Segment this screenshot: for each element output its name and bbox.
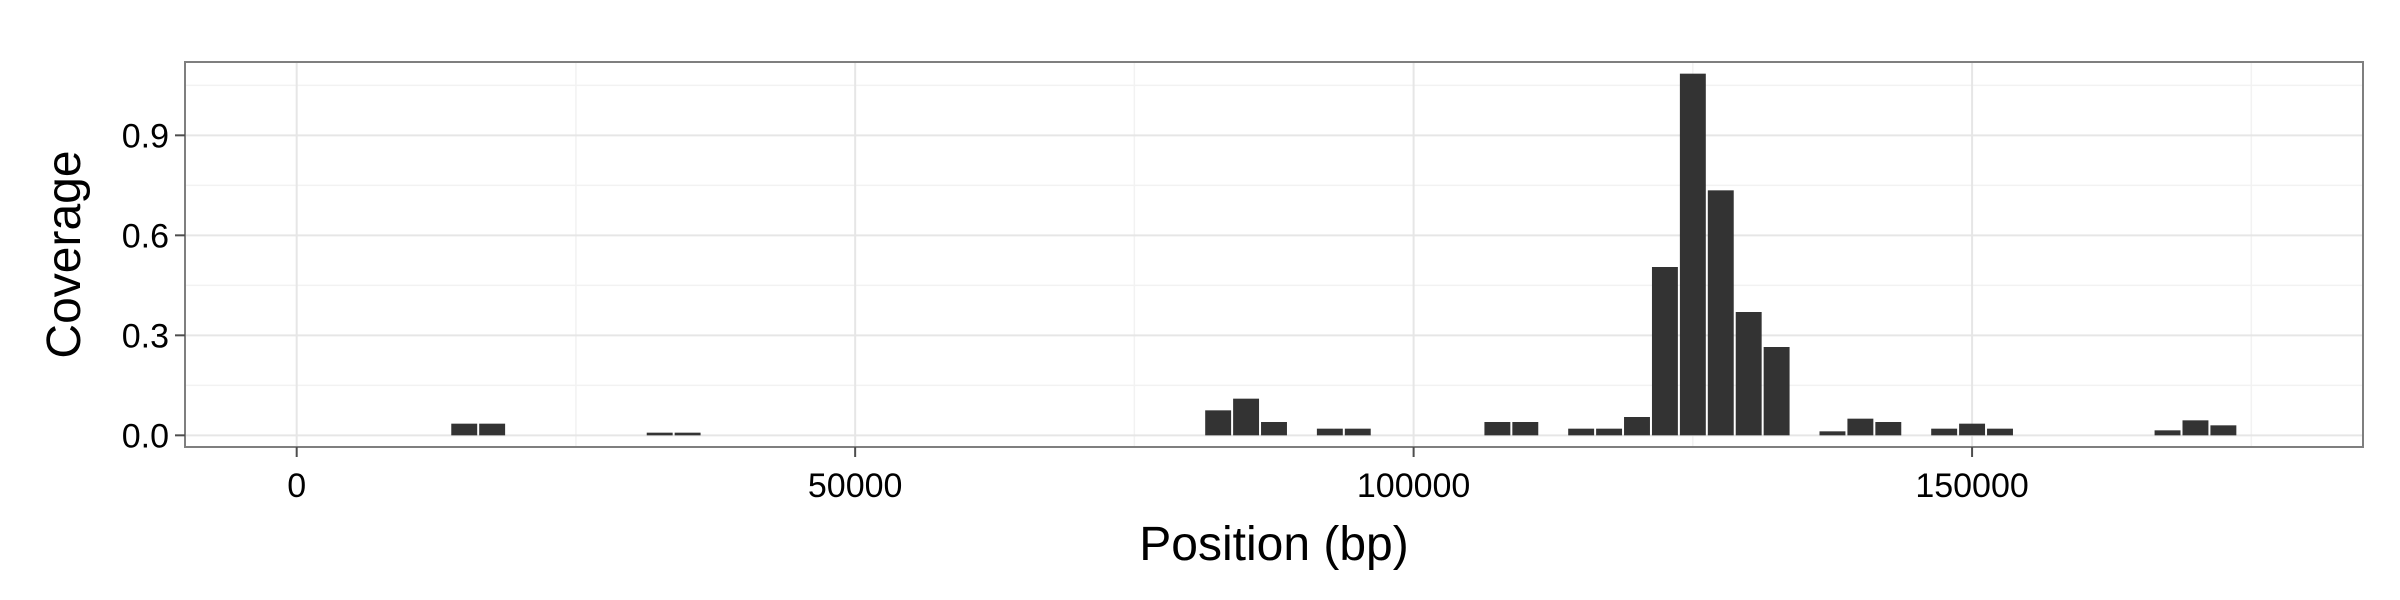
x-axis-title: Position (bp) <box>1139 518 1408 571</box>
coverage-bar <box>1233 398 1260 436</box>
x-tick-label: 100000 <box>1357 467 1470 505</box>
coverage-bar <box>1735 312 1762 436</box>
coverage-bar <box>1596 428 1623 436</box>
coverage-bar <box>646 432 673 436</box>
coverage-bar <box>1316 428 1343 436</box>
coverage-bar <box>2210 425 2237 436</box>
coverage-bar <box>451 423 478 436</box>
coverage-bar <box>1261 422 1287 436</box>
coverage-bar <box>479 423 506 436</box>
coverage-bar <box>1679 73 1706 436</box>
coverage-bar <box>1931 428 1958 436</box>
y-tick-label: 0.6 <box>122 217 169 255</box>
y-tick-label: 0.3 <box>122 317 169 355</box>
coverage-bar <box>2182 420 2209 436</box>
coverage-bar <box>2154 430 2181 436</box>
coverage-bar <box>1484 422 1511 436</box>
minor-gridlines <box>185 62 2363 447</box>
major-gridlines <box>185 62 2363 447</box>
coverage-bar <box>1568 428 1595 436</box>
coverage-bar <box>1344 428 1371 436</box>
coverage-bar <box>1847 418 1874 436</box>
y-tick-label: 0.0 <box>122 417 169 455</box>
y-axis-title: Coverage <box>38 150 91 358</box>
coverage-bar <box>1512 422 1539 436</box>
coverage-bar <box>1651 267 1678 436</box>
panel-border <box>184 61 2364 448</box>
coverage-bar <box>1624 417 1650 436</box>
x-tick-label: 150000 <box>1915 467 2028 505</box>
coverage-bar <box>1959 423 1986 436</box>
coverage-bar <box>1875 422 1902 436</box>
coverage-bar <box>1819 431 1846 436</box>
y-axis: 0.0 0.3 0.6 0.9 <box>122 117 185 455</box>
coverage-bar <box>1707 190 1734 436</box>
x-axis: 0 50000 100000 150000 <box>287 447 2029 505</box>
coverage-bar <box>1987 428 2013 436</box>
coverage-bars <box>451 73 2237 436</box>
coverage-bar <box>1205 410 1232 436</box>
coverage-bar <box>674 432 701 436</box>
coverage-bar <box>1763 347 1790 436</box>
x-tick-label: 0 <box>287 467 306 505</box>
x-tick-label: 50000 <box>808 467 903 505</box>
y-tick-label: 0.9 <box>122 117 169 155</box>
